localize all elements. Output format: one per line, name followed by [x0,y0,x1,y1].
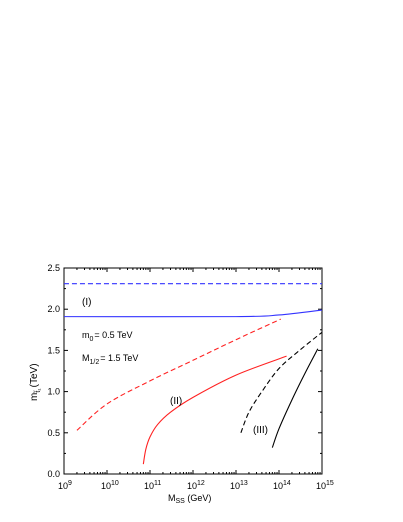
param-m12-sub: 1/2 [90,359,100,366]
param-m0-rest: = 0.5 TeV [94,330,132,340]
label-II: (II) [170,396,182,407]
x-tick-base: 10 [230,481,240,491]
y-tick-label: 0.0 [47,469,60,479]
y-tick-label: 2.0 [47,304,60,314]
x-tick-exponent: 12 [197,480,205,487]
series-III-dashed [240,331,323,434]
param-m12-rest: = 1.5 TeV [100,353,138,363]
x-tick-base: 10 [316,481,326,491]
param-m0-main: m [82,330,90,340]
series-III-solid [271,348,319,448]
x-tick-exponent: 9 [68,480,72,487]
x-tick-exponent: 13 [240,480,248,487]
x-tick-exponent: 10 [111,480,119,487]
x-tick-base: 10 [144,481,154,491]
x-axis-label-unit: (GeV) [185,493,212,503]
x-tick-label: 109 [58,480,72,491]
tick-marks [63,267,323,475]
y-tick-label: 2.5 [47,263,60,273]
y-tick-label: 1.5 [47,345,60,355]
y-axis-label-unit: (TeV) [29,363,40,387]
param-m0-sub: 0 [90,336,94,343]
x-tick-exponent: 15 [326,480,334,487]
param-m0: m0= 0.5 TeV [82,330,133,343]
series-lines [63,283,323,465]
y-tick-label: 0.5 [47,428,60,438]
series-II-solid [142,355,287,465]
series-II-dashed [76,318,282,431]
x-axis-label: MSS (GeV) [168,493,211,505]
param-m12-main: M [82,353,90,363]
y-tick-label: 1.0 [47,387,60,397]
x-tick-base: 10 [187,481,197,491]
x-tick-label: 1015 [316,480,334,491]
x-tick-labels: 109 1010 1011 1012 1013 1014 1015 [58,480,334,491]
y-axis-label-main: m [29,393,40,401]
x-tick-label: 1010 [101,480,119,491]
x-tick-base: 10 [101,481,111,491]
y-axis-label-sub: t̃₁ [34,388,42,394]
x-tick-label: 1013 [230,480,248,491]
x-tick-label: 1011 [144,480,161,491]
x-tick-label: 1014 [273,480,291,491]
param-m12: M1/2= 1.5 TeV [82,353,138,366]
y-axis-label: mt̃₁(TeV) [29,363,42,401]
x-tick-label: 1012 [187,480,205,491]
label-III: (III) [253,425,268,436]
series-I-solid [63,309,323,318]
x-tick-base: 10 [273,481,283,491]
y-tick-labels: 0.0 0.5 1.0 1.5 2.0 2.5 [47,263,60,479]
x-axis-label-main: M [168,493,176,503]
x-tick-exponent: 14 [283,480,291,487]
x-axis-label-sub: SS [176,498,186,505]
x-tick-exponent: 11 [154,480,161,487]
x-tick-base: 10 [58,481,68,491]
label-I: (I) [82,297,91,308]
plot-frame [63,267,323,475]
